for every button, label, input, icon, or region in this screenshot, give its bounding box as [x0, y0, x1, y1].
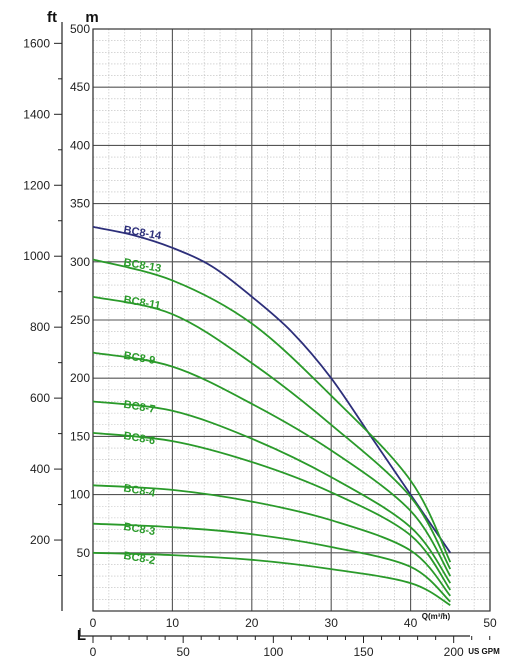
tick-label-head-m: 350 [70, 197, 90, 211]
curve-bc8-14 [92, 226, 452, 554]
tick-label-flow-m3h: 50 [483, 616, 497, 630]
tick-label-flow-m3h: 10 [166, 616, 180, 630]
tick-label-head-ft: 200 [30, 533, 50, 547]
tick-label-head-m: 150 [70, 429, 90, 443]
tick-label-head-ft: 1200 [23, 178, 50, 192]
ft-unit-label: ft [47, 9, 57, 26]
curve-bc8-9 [92, 351, 452, 577]
tick-label-head-ft: 1600 [23, 36, 50, 50]
tick-label-head-m: 500 [70, 22, 90, 36]
plot-frame [92, 28, 491, 612]
flow-m3h-unit-label: Q(m³/h) [422, 612, 451, 621]
tick-label-head-m: 450 [70, 80, 90, 94]
tick-label-flow-m3h: 30 [325, 616, 339, 630]
tick-label-head-ft: 1000 [23, 249, 50, 263]
axes [54, 22, 491, 643]
curves [92, 226, 452, 606]
curve-label-bc8-7: BC8-7 [123, 399, 156, 416]
tick-label-head-ft: 1400 [23, 107, 50, 121]
curve-bc8-4 [92, 484, 451, 597]
tick-label-head-m: 50 [77, 546, 91, 560]
curve-label-bc8-11: BC8-11 [123, 294, 162, 312]
tick-label-head-m: 400 [70, 138, 90, 152]
tick-label-head-ft: 800 [30, 320, 50, 334]
gpm-l-unit-label: L [77, 627, 86, 644]
tick-label-flow-gpm: 200 [444, 645, 464, 659]
tick-label-head-ft: 400 [30, 462, 50, 476]
tick-label-flow-gpm: 150 [353, 645, 373, 659]
tick-label-flow-m3h: 40 [404, 616, 418, 630]
curve-bc8-11 [92, 295, 452, 570]
curve-bc8-2 [92, 551, 451, 606]
curve-bc8-7 [92, 400, 452, 584]
curve-bc8-6 [92, 432, 452, 591]
curve-bc8-3 [92, 522, 451, 603]
tick-label-flow-gpm: 50 [176, 645, 190, 659]
tick-label-flow-m3h: 0 [90, 616, 97, 630]
curve-label-bc8-2: BC8-2 [123, 550, 156, 567]
flow-gpm-unit-label: US GPM [468, 647, 500, 656]
curve-label-bc8-6: BC8-6 [123, 430, 156, 447]
curve-label-bc8-3: BC8-3 [123, 521, 156, 538]
tick-label-flow-gpm: 100 [263, 645, 283, 659]
tick-label-head-m: 200 [70, 371, 90, 385]
tick-label-flow-m3h: 20 [245, 616, 259, 630]
curve-bc8-13 [92, 258, 452, 563]
tick-label-flow-gpm: 0 [90, 645, 97, 659]
m-unit-label: m [85, 9, 98, 26]
tick-label-head-m: 300 [70, 255, 90, 269]
tick-label-head-ft: 600 [30, 391, 50, 405]
curve-label-bc8-9: BC8-9 [123, 350, 156, 367]
tick-label-head-m: 100 [70, 488, 90, 502]
curve-label-bc8-4: BC8-4 [123, 482, 157, 499]
curve-label-bc8-13: BC8-13 [123, 257, 162, 275]
tick-label-head-m: 250 [70, 313, 90, 327]
labels: 5010015020025030035040045050020040060080… [23, 9, 500, 659]
